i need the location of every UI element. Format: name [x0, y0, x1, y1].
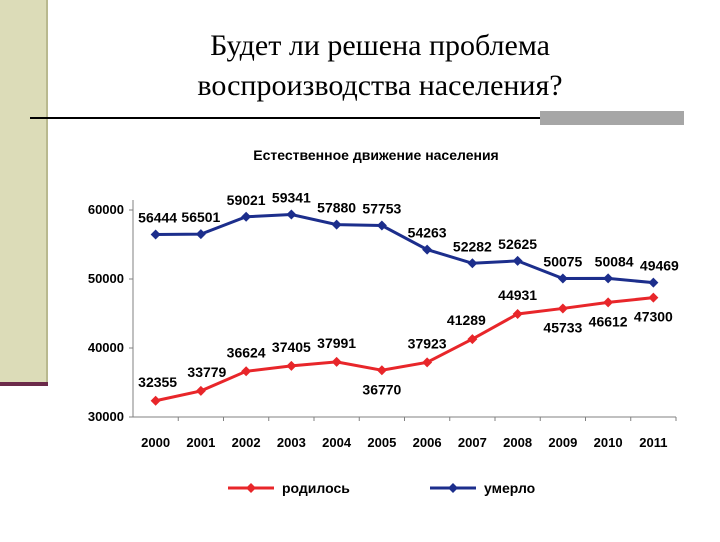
data-point [512, 308, 523, 319]
data-label: 57753 [362, 201, 401, 217]
slide-title-line-2: воспроизводства населения? [197, 69, 563, 102]
series-line [155, 296, 654, 403]
data-label: 46612 [589, 313, 628, 329]
x-tick-label: 2000 [141, 435, 170, 450]
x-tick-label: 2003 [277, 435, 306, 450]
data-point [557, 273, 568, 284]
data-label: 45733 [543, 319, 582, 335]
x-tick-label: 2006 [413, 435, 442, 450]
data-label: 52625 [498, 236, 537, 252]
title-underline [30, 117, 550, 119]
series-line [155, 213, 654, 285]
series-умерло: 56444 56501 59021 59341 57880 57753 54263 52282… [138, 190, 679, 288]
data-label: 57880 [317, 200, 356, 216]
y-tick-label: 30000 [88, 409, 124, 424]
data-point [512, 255, 523, 266]
data-point [150, 395, 161, 406]
data-label: 50084 [595, 253, 634, 269]
x-tick-label: 2005 [367, 435, 396, 450]
title-accent-bar [540, 111, 684, 125]
y-tick-label: 40000 [88, 340, 124, 355]
data-label: 52282 [453, 238, 492, 254]
legend-label: умерло [484, 480, 535, 496]
y-tick-label: 50000 [88, 271, 124, 286]
data-label: 36770 [362, 381, 401, 397]
slide-title-line-1: Будет ли решена проблема [210, 29, 550, 62]
data-point [331, 219, 342, 230]
legend-label: родилось [282, 480, 350, 496]
left-decor-line [0, 382, 48, 386]
data-label: 37405 [272, 339, 311, 355]
legend-item-умерло: умерло [430, 480, 535, 496]
left-decor-band [0, 0, 46, 384]
data-point [286, 360, 297, 371]
x-tick-label: 2010 [594, 435, 623, 450]
x-tick-label: 2007 [458, 435, 487, 450]
data-point [467, 258, 478, 269]
data-point [376, 365, 387, 376]
y-tick-label: 60000 [88, 202, 124, 217]
data-label: 54263 [408, 225, 447, 241]
data-label: 56444 [138, 210, 177, 226]
legend-item-родилось: родилось [228, 480, 350, 496]
population-chart: Естественное движение населения 30000 400… [88, 147, 679, 496]
data-point [422, 244, 433, 255]
x-tick-label: 2011 [639, 435, 667, 450]
data-point [195, 385, 206, 396]
chart-area: Естественное движение населения 30000 400… [78, 137, 690, 537]
data-label: 37991 [317, 335, 356, 351]
data-label: 49469 [640, 258, 679, 274]
data-label: 41289 [447, 312, 486, 328]
data-label: 36624 [227, 344, 266, 360]
data-label: 44931 [498, 287, 537, 303]
data-point [331, 356, 342, 367]
data-label: 59341 [272, 190, 311, 206]
x-tick-label: 2001 [186, 435, 215, 450]
data-point [603, 297, 614, 308]
data-point [648, 292, 659, 303]
data-label: 47300 [634, 309, 673, 325]
data-point [467, 334, 478, 345]
left-decor-edge [46, 0, 48, 384]
data-point [195, 229, 206, 240]
data-point [376, 220, 387, 231]
data-label: 56501 [181, 209, 220, 225]
data-point [603, 273, 614, 284]
slide-title: Будет ли решена проблема воспроизводства… [100, 26, 660, 106]
x-tick-label: 2009 [548, 435, 577, 450]
chart-title: Естественное движение населения [253, 147, 498, 163]
data-label: 32355 [138, 374, 177, 390]
data-point [241, 366, 252, 377]
x-tick-label: 2002 [232, 435, 261, 450]
data-label: 59021 [227, 192, 266, 208]
data-point [286, 209, 297, 220]
data-point [648, 277, 659, 288]
legend-marker [448, 483, 458, 493]
data-point [422, 357, 433, 368]
data-label: 37923 [408, 335, 447, 351]
data-point [150, 229, 161, 240]
x-tick-label: 2008 [503, 435, 532, 450]
data-point [557, 303, 568, 314]
data-label: 50075 [543, 253, 582, 269]
legend-marker [246, 483, 256, 493]
x-tick-label: 2004 [322, 435, 352, 450]
data-point [241, 211, 252, 222]
data-label: 33779 [187, 364, 226, 380]
